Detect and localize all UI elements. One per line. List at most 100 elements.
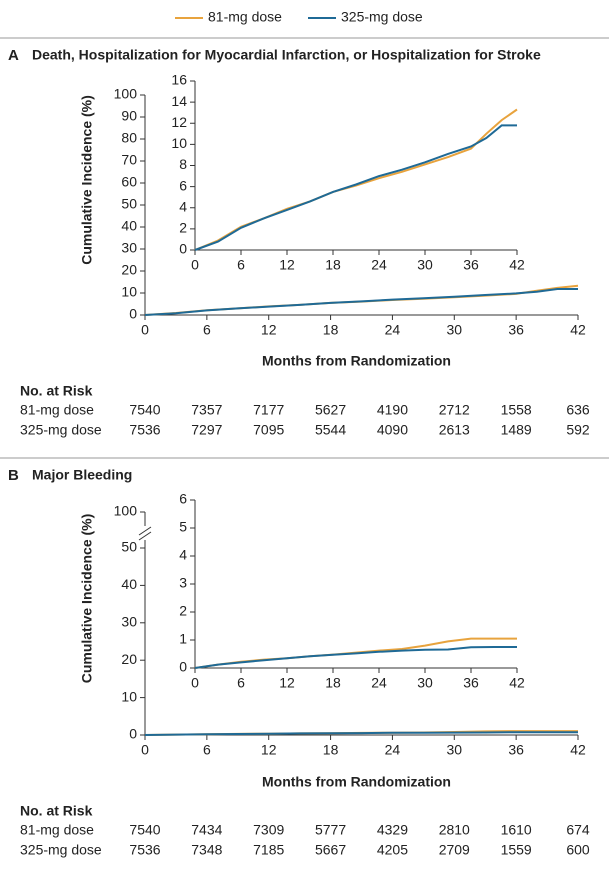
y-tick-label: 40: [121, 576, 137, 592]
x-tick-label: 42: [509, 675, 525, 691]
y-tick-label: 0: [129, 306, 137, 322]
x-tick-label: 18: [323, 322, 339, 338]
x-tick-label: 18: [323, 742, 339, 758]
y-tick-label: 1: [179, 631, 187, 647]
risk-title: No. at Risk: [20, 803, 93, 819]
y-tick-label: 6: [179, 177, 187, 193]
x-tick-label: 36: [463, 257, 479, 273]
x-axis-title: Months from Randomization: [262, 774, 451, 790]
risk-value: 4329: [377, 822, 408, 838]
y-tick-label: 60: [121, 174, 137, 190]
series-line: [194, 108, 518, 251]
x-tick-label: 0: [141, 742, 149, 758]
x-tick-label: 36: [508, 322, 524, 338]
risk-value: 674: [566, 822, 590, 838]
panel-title: Major Bleeding: [32, 467, 132, 483]
risk-value: 1489: [501, 422, 532, 438]
y-tick-label: 0: [179, 241, 187, 257]
risk-value: 2712: [439, 402, 470, 418]
risk-value: 1559: [501, 842, 532, 858]
y-tick-label: 3: [179, 575, 187, 591]
y-axis-title: Cumulative Incidence (%): [79, 95, 95, 265]
y-tick-label: 2: [179, 220, 187, 236]
x-tick-label: 12: [279, 257, 295, 273]
risk-value: 7434: [191, 822, 222, 838]
x-tick-label: 24: [371, 675, 387, 691]
x-tick-label: 6: [237, 257, 245, 273]
y-tick-label: 0: [129, 726, 137, 742]
x-tick-label: 30: [417, 257, 433, 273]
y-tick-label: 0: [179, 659, 187, 675]
y-tick-label: 4: [179, 547, 187, 563]
risk-row-label: 81-mg dose: [20, 402, 94, 418]
risk-value: 4205: [377, 842, 408, 858]
risk-value: 7297: [191, 422, 222, 438]
y-tick-label: 10: [121, 284, 137, 300]
x-tick-label: 0: [141, 322, 149, 338]
y-tick-label: 100: [114, 503, 138, 519]
y-tick-label: 40: [121, 218, 137, 234]
x-tick-label: 12: [279, 675, 295, 691]
risk-row-label: 325-mg dose: [20, 842, 102, 858]
y-tick-label: 50: [121, 539, 137, 555]
risk-value: 5777: [315, 822, 346, 838]
legend-label: 81-mg dose: [208, 9, 282, 25]
risk-value: 2709: [439, 842, 470, 858]
series-line: [144, 288, 578, 316]
y-tick-label: 4: [179, 198, 187, 214]
risk-value: 7536: [129, 842, 160, 858]
risk-value: 7540: [129, 402, 160, 418]
risk-value: 7348: [191, 842, 222, 858]
x-tick-label: 24: [371, 257, 387, 273]
panel-letter: B: [8, 467, 19, 484]
risk-value: 2613: [439, 422, 470, 438]
risk-value: 7309: [253, 822, 284, 838]
x-tick-label: 6: [203, 742, 211, 758]
x-tick-label: 30: [446, 742, 462, 758]
risk-value: 1610: [501, 822, 532, 838]
y-tick-label: 20: [121, 651, 137, 667]
y-tick-label: 80: [121, 130, 137, 146]
x-tick-label: 30: [446, 322, 462, 338]
x-tick-label: 0: [191, 257, 199, 273]
legend-label: 325-mg dose: [341, 9, 423, 25]
x-tick-label: 42: [570, 742, 586, 758]
y-tick-label: 16: [171, 72, 187, 88]
y-tick-label: 30: [121, 614, 137, 630]
axis-break: [138, 531, 152, 541]
series-line: [194, 124, 517, 251]
x-tick-label: 24: [385, 742, 401, 758]
y-tick-label: 20: [121, 262, 137, 278]
risk-value: 636: [566, 402, 590, 418]
axis-break: [138, 526, 152, 536]
x-tick-label: 24: [385, 322, 401, 338]
risk-value: 7540: [129, 822, 160, 838]
x-tick-label: 12: [261, 322, 277, 338]
y-tick-label: 12: [171, 114, 187, 130]
risk-value: 5544: [315, 422, 346, 438]
risk-value: 1558: [501, 402, 532, 418]
x-tick-label: 42: [509, 257, 525, 273]
x-tick-label: 12: [261, 742, 277, 758]
risk-value: 7177: [253, 402, 284, 418]
risk-value: 592: [566, 422, 590, 438]
x-tick-label: 42: [570, 322, 586, 338]
y-tick-label: 90: [121, 108, 137, 124]
x-tick-label: 36: [463, 675, 479, 691]
risk-value: 4190: [377, 402, 408, 418]
risk-value: 5627: [315, 402, 346, 418]
y-tick-label: 100: [114, 86, 138, 102]
x-axis-title: Months from Randomization: [262, 353, 451, 369]
risk-row-label: 325-mg dose: [20, 422, 102, 438]
y-tick-label: 10: [121, 688, 137, 704]
x-tick-label: 6: [237, 675, 245, 691]
risk-title: No. at Risk: [20, 383, 93, 399]
x-tick-label: 0: [191, 675, 199, 691]
risk-value: 7095: [253, 422, 284, 438]
risk-value: 5667: [315, 842, 346, 858]
y-tick-label: 70: [121, 152, 137, 168]
x-tick-label: 18: [325, 257, 341, 273]
risk-value: 7357: [191, 402, 222, 418]
x-tick-label: 6: [203, 322, 211, 338]
